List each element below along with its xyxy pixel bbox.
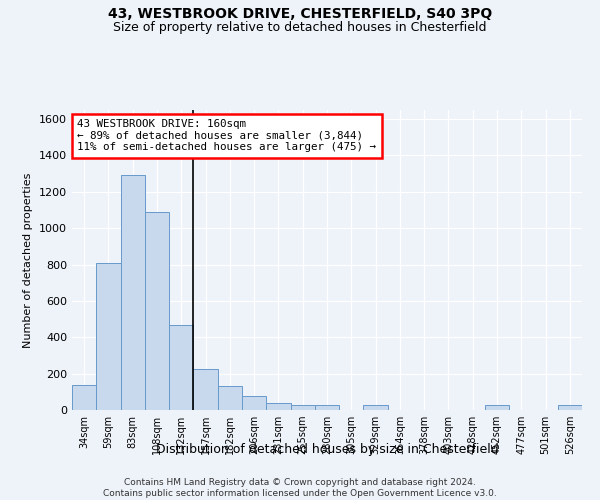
Bar	[72, 384, 96, 410]
Y-axis label: Number of detached properties: Number of detached properties	[23, 172, 34, 348]
Text: Distribution of detached houses by size in Chesterfield: Distribution of detached houses by size …	[155, 442, 499, 456]
Bar	[169, 324, 193, 410]
Text: Contains HM Land Registry data © Crown copyright and database right 2024.
Contai: Contains HM Land Registry data © Crown c…	[103, 478, 497, 498]
Bar	[558, 406, 582, 410]
Bar	[290, 406, 315, 410]
Bar	[364, 406, 388, 410]
Bar	[96, 262, 121, 410]
Bar	[121, 176, 145, 410]
Text: Size of property relative to detached houses in Chesterfield: Size of property relative to detached ho…	[113, 21, 487, 34]
Text: 43, WESTBROOK DRIVE, CHESTERFIELD, S40 3PQ: 43, WESTBROOK DRIVE, CHESTERFIELD, S40 3…	[108, 8, 492, 22]
Text: 43 WESTBROOK DRIVE: 160sqm
← 89% of detached houses are smaller (3,844)
11% of s: 43 WESTBROOK DRIVE: 160sqm ← 89% of deta…	[77, 119, 376, 152]
Bar	[193, 369, 218, 410]
Bar	[145, 212, 169, 410]
Bar	[242, 396, 266, 410]
Bar	[485, 406, 509, 410]
Bar	[266, 402, 290, 410]
Bar	[315, 406, 339, 410]
Bar	[218, 386, 242, 410]
